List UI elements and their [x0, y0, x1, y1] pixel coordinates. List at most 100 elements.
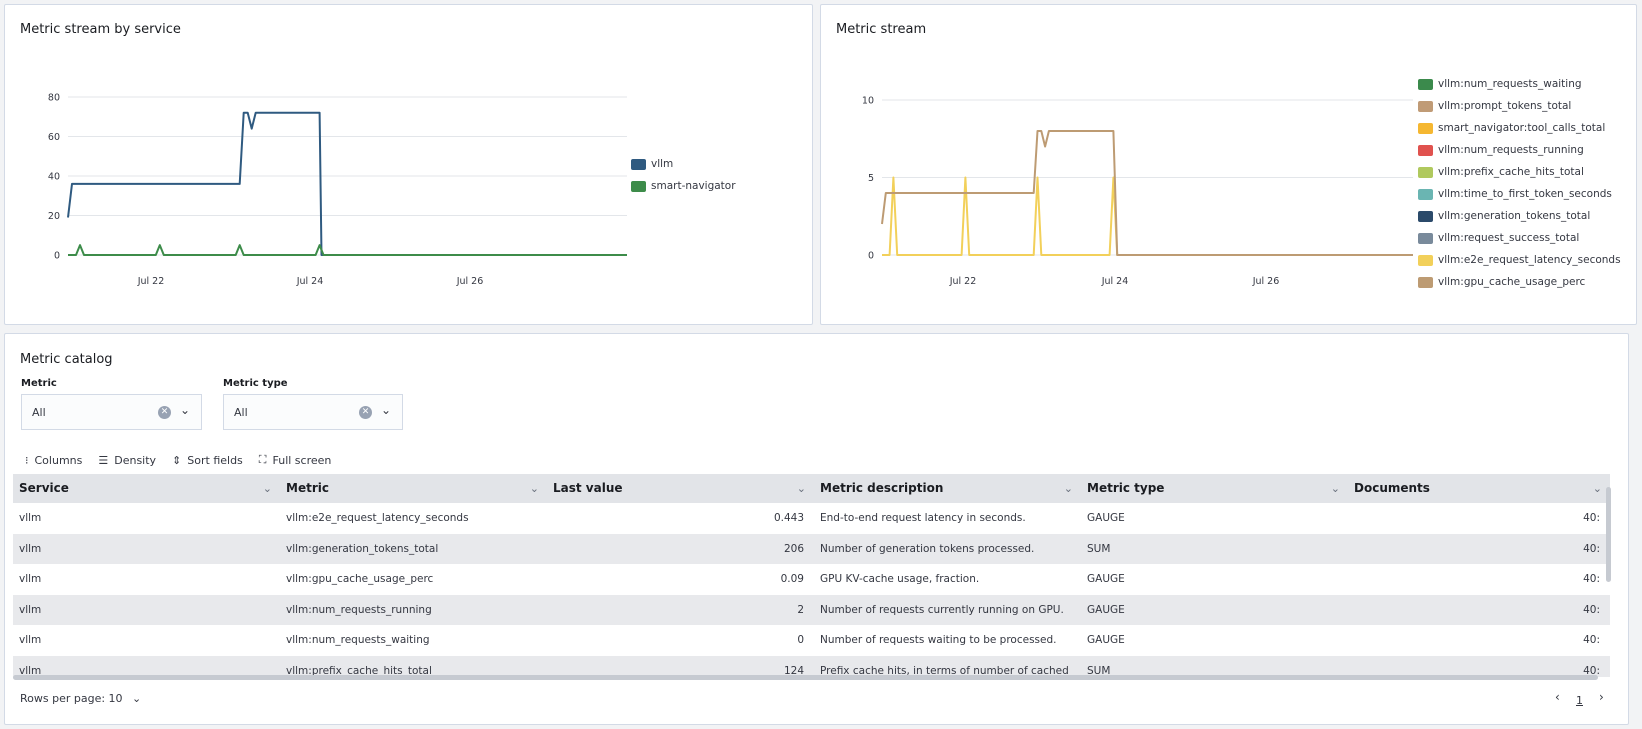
- table-cell: 40:: [1583, 664, 1600, 677]
- legend-swatch: [1418, 78, 1433, 90]
- rows-per-page-selector[interactable]: Rows per page: 10 ⌄: [20, 692, 141, 705]
- column-header[interactable]: Metric description ⌄: [814, 474, 1081, 503]
- table-cell: vllm:e2e_request_latency_seconds: [286, 512, 469, 524]
- column-header[interactable]: Service ⌄: [13, 474, 280, 503]
- legend-swatch: [1418, 122, 1433, 134]
- column-header[interactable]: Metric ⌄: [280, 474, 547, 503]
- table-cell: 206: [783, 542, 804, 555]
- legend-swatch: [1418, 166, 1433, 178]
- density-label: Density: [114, 453, 157, 467]
- x-tick-label: Jul 26: [456, 276, 484, 287]
- legend-swatch: [631, 180, 646, 192]
- full-screen-button[interactable]: ⛶ Full screen: [259, 453, 332, 467]
- legend-label: vllm:generation_tokens_total: [1438, 210, 1591, 222]
- table-cell: 0.09: [780, 573, 804, 585]
- legend-item[interactable]: vllm:time_to_first_token_seconds: [1418, 183, 1621, 205]
- fullscreen-icon: ⛶: [258, 453, 267, 466]
- table-row[interactable]: vllm vllm:gpu_cache_usage_perc 0.09 GPU KV-…: [13, 564, 1610, 594]
- table-cell: vllm: [19, 542, 42, 555]
- chevron-down-icon[interactable]: ⌄: [796, 482, 806, 495]
- table-cell: 0: [797, 634, 804, 646]
- chevron-down-icon[interactable]: ⌄: [1592, 482, 1602, 495]
- page-number[interactable]: 1: [1576, 694, 1583, 707]
- column-header[interactable]: Last value ⌄: [547, 474, 814, 503]
- legend-item[interactable]: vllm:prompt_tokens_total: [1418, 95, 1621, 117]
- legend-item[interactable]: vllm:gpu_cache_usage_perc: [1418, 271, 1621, 293]
- table-row[interactable]: vllm vllm:e2e_request_latency_seconds 0.44…: [13, 503, 1610, 533]
- metric-filter-value: All: [32, 406, 46, 419]
- sort-fields-button[interactable]: ⇕ Sort fields: [172, 453, 243, 467]
- legend-item[interactable]: vllm:prefix_cache_hits_total: [1418, 161, 1621, 183]
- table-cell: 0.443: [773, 512, 804, 524]
- legend-item[interactable]: vllm:num_requests_running: [1418, 139, 1621, 161]
- series-line: [67, 111, 627, 256]
- metric-type-filter-select[interactable]: All ✕ ⌄: [223, 394, 403, 430]
- metric-type-filter-label: Metric type: [223, 378, 288, 389]
- legend-item[interactable]: vllm:e2e_request_latency_seconds: [1418, 249, 1621, 271]
- legend-item[interactable]: smart_navigator:tool_calls_total: [1418, 117, 1621, 139]
- next-page-icon[interactable]: ›: [1599, 690, 1604, 704]
- column-header-label: Metric description: [820, 481, 944, 495]
- legend-label: vllm:gpu_cache_usage_perc: [1438, 276, 1586, 288]
- vertical-scrollbar[interactable]: [1606, 487, 1611, 582]
- column-header[interactable]: Documents ⌄: [1348, 474, 1610, 503]
- chevron-down-icon[interactable]: ⌄: [529, 482, 539, 495]
- table-row[interactable]: vllm vllm:generation_tokens_total 206 Numbe…: [13, 533, 1610, 564]
- legend-label: vllm: [651, 158, 674, 170]
- grid-header: Service ⌄ Metric ⌄ Last value ⌄ Metric descrip…: [13, 474, 1610, 503]
- table-row[interactable]: vllm vllm:num_requests_waiting 0 Number of …: [13, 625, 1610, 655]
- sort-label: Sort fields: [187, 453, 243, 467]
- table-cell: vllm:generation_tokens_total: [286, 542, 439, 555]
- panel-title: Metric catalog: [20, 352, 113, 367]
- legend-label: vllm:prefix_cache_hits_total: [1438, 166, 1584, 178]
- columns-button[interactable]: ⁝ Columns: [25, 453, 82, 467]
- table-cell: GPU KV-cache usage, fraction.: [820, 573, 980, 585]
- x-tick-label: Jul 22: [949, 276, 977, 287]
- column-header-label: Service: [19, 481, 69, 495]
- chevron-down-icon: ⌄: [132, 692, 142, 705]
- metric-catalog-grid: Service ⌄ Metric ⌄ Last value ⌄ Metric descrip…: [13, 474, 1610, 677]
- table-cell: vllm: [19, 573, 42, 585]
- line-chart-by-service: 0 20 40 60 80 Jul 22 Jul 24 Jul 26: [48, 93, 627, 287]
- legend-label: vllm:time_to_first_token_seconds: [1438, 188, 1612, 200]
- fullscreen-label: Full screen: [272, 453, 332, 467]
- legend-swatch: [1418, 232, 1433, 244]
- chevron-down-icon[interactable]: ⌄: [1063, 482, 1073, 495]
- metric-filter-select[interactable]: All ✕ ⌄: [21, 394, 202, 430]
- legend-swatch: [1418, 144, 1433, 156]
- table-row[interactable]: vllm vllm:num_requests_running 2 Number of …: [13, 594, 1610, 625]
- legend-swatch: [1418, 188, 1433, 200]
- horizontal-scrollbar[interactable]: [13, 675, 1598, 680]
- clear-icon[interactable]: ✕: [359, 406, 372, 419]
- clear-icon[interactable]: ✕: [158, 406, 171, 419]
- y-tick-label: 80: [48, 93, 60, 104]
- table-cell: vllm: [19, 603, 42, 616]
- table-row[interactable]: vllm vllm:prefix_cache_hits_total 124 Prefi…: [13, 655, 1610, 677]
- table-cell: 2: [797, 603, 804, 616]
- chevron-down-icon[interactable]: ⌄: [1330, 482, 1340, 495]
- legend-item[interactable]: vllm:generation_tokens_total: [1418, 205, 1621, 227]
- chevron-down-icon[interactable]: ⌄: [262, 482, 272, 495]
- table-cell: vllm:num_requests_running: [286, 603, 432, 616]
- series-line: [882, 176, 1413, 256]
- table-cell: vllm:gpu_cache_usage_perc: [286, 573, 434, 585]
- y-tick-label: 10: [862, 96, 874, 107]
- legend-item[interactable]: vllm:num_requests_waiting: [1418, 73, 1621, 95]
- previous-page-icon[interactable]: ‹: [1555, 690, 1560, 704]
- chevron-down-icon[interactable]: ⌄: [381, 403, 392, 417]
- table-cell: vllm: [19, 634, 42, 646]
- column-header-label: Documents: [1354, 481, 1430, 495]
- legend-label: vllm:prompt_tokens_total: [1438, 100, 1572, 112]
- y-tick-label: 5: [868, 173, 874, 184]
- legend-item[interactable]: vllm: [631, 153, 736, 175]
- table-cell: GAUGE: [1087, 573, 1125, 585]
- column-header-label: Metric type: [1087, 481, 1165, 495]
- y-tick-label: 60: [48, 132, 60, 143]
- chevron-down-icon[interactable]: ⌄: [180, 403, 191, 417]
- grid-toolbar: ⁝ Columns ☰ Density ⇕ Sort fields ⛶ Full scr…: [25, 453, 331, 467]
- legend-item[interactable]: smart-navigator: [631, 175, 736, 197]
- density-button[interactable]: ☰ Density: [98, 453, 156, 467]
- legend-item[interactable]: vllm:request_success_total: [1418, 227, 1621, 249]
- table-cell: End-to-end request latency in seconds.: [820, 512, 1026, 524]
- column-header[interactable]: Metric type ⌄: [1081, 474, 1348, 503]
